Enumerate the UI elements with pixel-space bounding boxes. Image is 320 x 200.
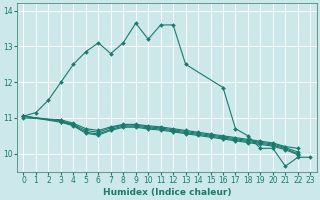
X-axis label: Humidex (Indice chaleur): Humidex (Indice chaleur) (103, 188, 231, 197)
